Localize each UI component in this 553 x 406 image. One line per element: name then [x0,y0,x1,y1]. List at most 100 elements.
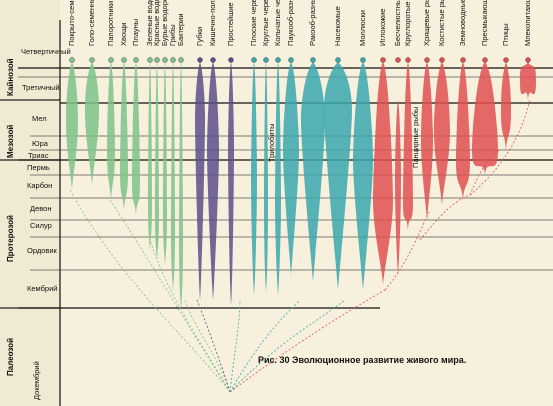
organism-icon-10 [197,57,203,63]
organism-icon-1 [89,57,95,63]
group-shape-18 [324,62,352,290]
group-label-0: Покрыто-семенные [67,0,76,46]
organism-icon-23 [424,57,430,63]
group-shape-19 [353,62,373,290]
group-label-4: Плауны [131,19,140,46]
period-carboniferous: Карбон [27,181,52,190]
group-label-18: Насекомые [333,6,342,46]
group-shape-13 [251,62,257,295]
organism-icon-16 [288,57,294,63]
organism-icon-11 [210,57,216,63]
group-label-2: Папоротники [106,1,115,46]
group-label-25: Земноводные [458,0,467,46]
group-shape-7 [163,62,167,265]
group-label-19: Моллюски [358,10,367,46]
group-label-12: Простейшие [226,2,235,46]
organism-icon-22 [405,57,411,63]
period-cambrian: Кембрий [27,284,57,293]
group-label-8: Грибы [168,24,177,46]
organism-icon-2 [108,57,114,63]
organism-icon-17 [310,57,316,63]
organism-icon-26 [482,57,488,63]
organism-icon-0 [69,57,75,63]
group-label-11: Кишечно-полостные [208,0,217,46]
group-shapes [66,62,536,310]
group-shape-22 [403,62,413,230]
group-label-24: Костистые рыбы [437,0,446,46]
period-permian: Пермь [27,163,50,172]
group-label-5: Зеленые водоросли [145,0,154,46]
group-shape-1 [85,62,99,185]
period-devonian: Девон [30,204,51,213]
group-shape-10 [195,62,205,300]
annotation-trilobites: Трилобиты [267,124,276,162]
period-triassic: Триас [28,151,49,160]
group-shape-25 [456,62,470,200]
group-label-10: Губки [195,27,204,46]
organism-icon-6 [154,57,160,63]
group-shape-16 [283,62,299,275]
organism-icon-8 [170,57,176,63]
group-label-14: Круглые черви [261,0,270,46]
period-cretaceous: Мел [32,114,47,123]
group-shape-21 [395,100,401,275]
group-label-6: Красные водоросли [152,0,161,46]
organism-icon-28 [525,57,531,63]
group-shape-26 [472,62,498,175]
organism-icon-5 [147,57,153,63]
era-label-cenozoic: Кайнозой [6,58,15,96]
organism-icon-14 [263,57,269,63]
group-shape-12 [228,62,234,305]
period-tertiary: Третичный [22,83,60,92]
group-shape-5 [148,62,152,250]
group-label-26: Пресмыкающиеся [480,0,489,46]
organism-icon-19 [360,57,366,63]
group-label-13: Плоские черви [249,0,258,46]
period-jurassic: Юра [32,139,49,148]
group-shape-6 [155,62,159,260]
group-label-9: Бактерии [176,13,185,46]
organism-icon-18 [335,57,341,63]
figure-caption: Рис. 30 Эволюционное развитие живого мир… [258,355,466,365]
period-silurian: Силур [30,221,52,230]
group-shape-4 [132,62,140,215]
organism-icon-7 [162,57,168,63]
group-shape-27 [501,62,511,150]
group-shape-20 [373,62,393,285]
group-label-22: Круглоротые [403,1,412,46]
organism-icon-4 [133,57,139,63]
group-label-1: Голо-семенные [87,0,96,46]
organism-icon-15 [275,57,281,63]
group-label-28: Млекопитающие [523,0,532,46]
group-shape-2 [107,62,115,200]
group-label-27: Птицы [501,23,510,46]
organism-icon-21 [395,57,401,63]
organism-icon-12 [228,57,234,63]
group-label-21: Бесчелюстные [393,0,402,46]
group-label-16: Паукооб-разные [286,0,295,46]
group-label-17: Ракооб-разные [308,0,317,46]
group-shape-14 [264,62,268,292]
annotation-armored-fish: Панцирные рыбы [411,107,420,168]
group-label-23: Хрящевые рыбы [422,0,431,46]
group-shape-23 [421,62,433,220]
group-shape-3 [120,62,128,210]
organism-icon-24 [439,57,445,63]
era-label-paleozoic: Палеозой [6,338,15,376]
group-label-15: Кольчатые черви [273,0,282,46]
era-label-mesozoic: Мезозой [6,125,15,158]
organism-icon-3 [121,57,127,63]
group-shape-15 [275,62,281,295]
group-label-7: Бурые водоросли [160,0,169,46]
group-headers: Покрыто-семенные Голо-семенные Папоротники… [67,0,532,46]
group-shape-8 [171,62,175,290]
group-shape-0 [66,62,78,190]
organism-icon-20 [380,57,386,63]
group-icons [69,57,531,63]
organism-icon-13 [251,57,257,63]
group-label-20: Иглокожие [378,9,387,46]
period-ordovician: Ордовик [27,246,58,255]
organism-icon-27 [503,57,509,63]
